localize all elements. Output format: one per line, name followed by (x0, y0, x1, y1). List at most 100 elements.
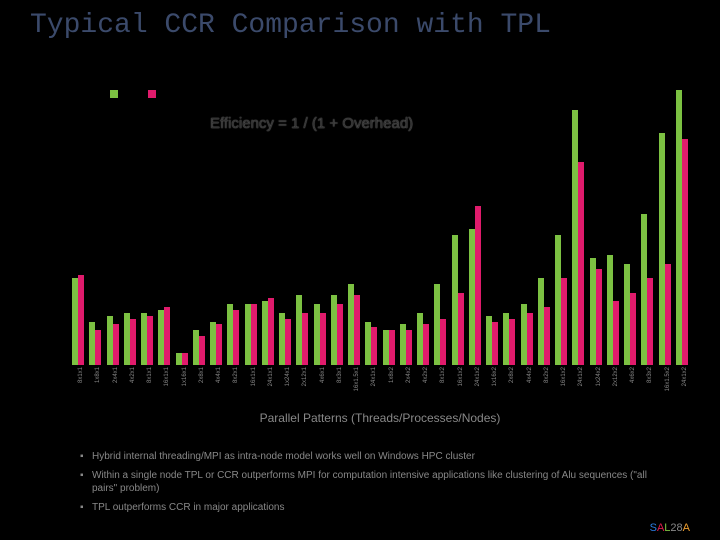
bar-b (199, 336, 205, 365)
page-title: Typical CCR Comparison with TPL (0, 0, 720, 41)
bar-group (312, 304, 328, 365)
footer: SAL28A (650, 522, 690, 534)
bar-b (285, 319, 291, 365)
bar-b (216, 324, 222, 365)
bar-b (130, 319, 136, 365)
chart-xaxis-title: Parallel Patterns (Threads/Processes/Nod… (70, 411, 690, 425)
bar-group (87, 322, 103, 366)
bar-b (596, 269, 602, 365)
xlabel: 2x8x2 (501, 367, 517, 407)
bullet-item: Within a single node TPL or CCR outperfo… (80, 469, 660, 495)
bar-b (371, 327, 377, 365)
xlabel: 2x4x2 (398, 367, 414, 407)
bar-b (509, 319, 515, 365)
bar-b (527, 313, 533, 365)
bar-group (622, 264, 638, 366)
xlabel: 1x8x1 (87, 367, 103, 407)
bar-group (174, 353, 190, 365)
xlabel: 24x1x2 (570, 367, 586, 407)
xlabel: 24x1x1 (363, 367, 379, 407)
bar-group (225, 304, 241, 365)
bar-b (320, 313, 326, 365)
xlabel: 8x1x1 (70, 367, 86, 407)
bar-b (268, 298, 274, 365)
bar-b (233, 310, 239, 365)
xlabel: 1x16x2 (484, 367, 500, 407)
bar-group (260, 298, 276, 365)
bar-b (251, 304, 257, 365)
bullet-item: TPL outperforms CCR in major application… (80, 501, 660, 514)
chart: Efficiency = 1 / (1 + Overhead) 8x1x11x8… (70, 75, 690, 410)
xlabel: 4x4x2 (519, 367, 535, 407)
xlabel: 4x2x2 (415, 367, 431, 407)
bar-b (475, 206, 481, 366)
xlabel: 24x1x1 (260, 367, 276, 407)
xlabel: 2x8x1 (191, 367, 207, 407)
xlabel: 16x1x1 (243, 367, 259, 407)
bar-group (519, 304, 535, 365)
bar-group (122, 313, 138, 365)
bar-b (578, 162, 584, 365)
xlabel: 24x1x2 (674, 367, 690, 407)
bar-group (570, 110, 586, 365)
xlabel: 16x1.5x2 (657, 367, 673, 407)
xlabel: 2x12x1 (294, 367, 310, 407)
bar-group (553, 235, 569, 366)
bar-b (682, 139, 688, 365)
bar-b (302, 313, 308, 365)
chart-xlabels: 8x1x11x8x12x4x14x2x18x1x116x1x11x16x12x8… (70, 367, 690, 407)
brand-s: S (650, 522, 657, 534)
bar-group (657, 133, 673, 365)
bar-b (354, 295, 360, 365)
xlabel: 4x2x1 (122, 367, 138, 407)
xlabel: 4x6x2 (622, 367, 638, 407)
bar-b (544, 307, 550, 365)
bar-b (492, 322, 498, 366)
xlabel: 4x6x1 (312, 367, 328, 407)
bar-group (415, 313, 431, 365)
xlabel: 2x4x1 (105, 367, 121, 407)
xlabel: 1x24x1 (277, 367, 293, 407)
bar-group (536, 278, 552, 365)
bar-group (605, 255, 621, 365)
bar-group (588, 258, 604, 365)
bar-b (458, 293, 464, 366)
xlabel: 1x8x2 (381, 367, 397, 407)
bar-group (363, 322, 379, 366)
xlabel: 1x24x2 (588, 367, 604, 407)
bar-b (406, 330, 412, 365)
bar-b (95, 330, 101, 365)
bar-group (277, 313, 293, 365)
bar-b (113, 324, 119, 365)
bar-group (674, 90, 690, 366)
xlabel: 1x16x1 (174, 367, 190, 407)
bar-b (182, 353, 188, 365)
bar-group (208, 322, 224, 366)
xlabel: 8x1x1 (139, 367, 155, 407)
bar-group (639, 214, 655, 365)
xlabel: 8x3x2 (639, 367, 655, 407)
bar-group (294, 295, 310, 365)
bar-b (337, 304, 343, 365)
xlabel: 8x3x1 (329, 367, 345, 407)
xlabel: 2x12x2 (605, 367, 621, 407)
xlabel: 8x2x1 (225, 367, 241, 407)
bar-group (191, 330, 207, 365)
bar-b (561, 278, 567, 365)
bar-group (467, 206, 483, 366)
xlabel: 4x4x1 (208, 367, 224, 407)
bar-group (484, 316, 500, 365)
bar-b (665, 264, 671, 366)
chart-plot (70, 75, 690, 365)
xlabel: 16x1x2 (553, 367, 569, 407)
page-number: 28 (670, 522, 682, 534)
bar-b (613, 301, 619, 365)
bar-group (432, 284, 448, 365)
bar-b (440, 319, 446, 365)
bar-group (450, 235, 466, 366)
bar-b (78, 275, 84, 365)
bar-b (147, 316, 153, 365)
bar-group (139, 313, 155, 365)
bar-b (164, 307, 170, 365)
xlabel: 16x1x2 (450, 367, 466, 407)
